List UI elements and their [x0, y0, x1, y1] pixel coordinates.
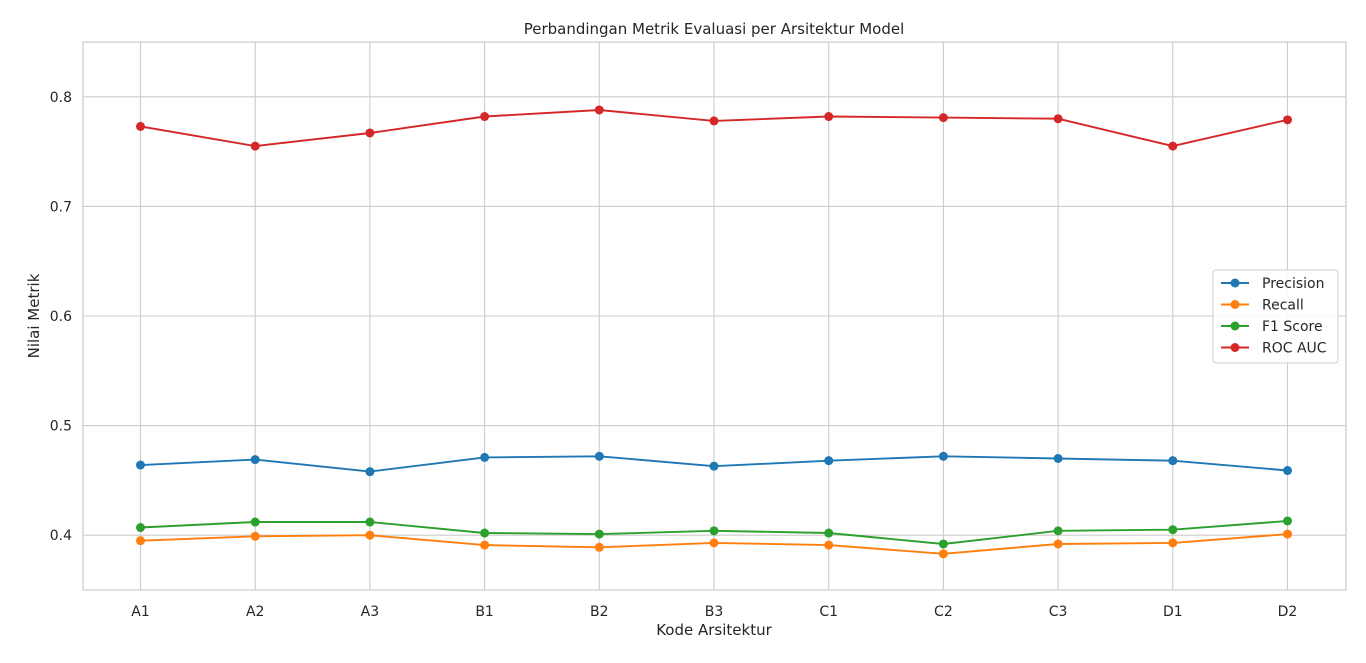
data-point-f1-score — [1283, 516, 1292, 526]
data-point-recall — [250, 531, 260, 541]
x-tick-label: B1 — [475, 604, 494, 620]
y-tick-labels: 0.4 0.5 0.6 0.7 0.8 — [50, 90, 72, 544]
data-point-roc-auc — [1168, 141, 1178, 151]
series-precision — [136, 451, 1292, 477]
data-point-f1-score — [824, 528, 834, 538]
data-point-f1-score — [709, 526, 719, 536]
legend-item-recall: Recall — [1221, 298, 1304, 314]
data-point-precision — [480, 452, 490, 462]
data-point-f1-score — [594, 529, 604, 539]
legend-marker — [1230, 343, 1240, 352]
data-point-precision — [824, 456, 834, 466]
legend-marker — [1230, 278, 1240, 288]
x-axis-title: Kode Arsitektur — [656, 621, 772, 639]
data-point-recall — [480, 540, 490, 550]
x-tick-label: D2 — [1278, 604, 1298, 620]
data-point-roc-auc — [824, 112, 834, 122]
legend-label: Recall — [1262, 298, 1304, 314]
data-point-roc-auc — [250, 141, 260, 151]
data-point-roc-auc — [136, 121, 145, 131]
y-tick-label: 0.5 — [50, 419, 72, 435]
x-tick-label: B3 — [705, 604, 724, 620]
legend-label: ROC AUC — [1262, 341, 1327, 357]
legend-item-f1-score: F1 Score — [1221, 319, 1323, 335]
data-point-roc-auc — [480, 112, 490, 122]
x-tick-label: A3 — [361, 604, 379, 620]
data-point-precision — [709, 461, 719, 471]
data-point-recall — [136, 536, 145, 546]
legend: Precision Recall F1 Score ROC AUC — [1212, 269, 1339, 364]
legend-label: F1 Score — [1262, 319, 1323, 335]
x-tick-label: A2 — [246, 604, 264, 620]
data-point-precision — [1283, 466, 1292, 476]
legend-label: Precision — [1262, 276, 1324, 292]
y-tick-label: 0.6 — [50, 309, 72, 325]
data-point-precision — [1053, 453, 1063, 463]
data-point-f1-score — [1053, 526, 1063, 536]
data-point-f1-score — [938, 539, 948, 549]
legend-marker — [1230, 321, 1240, 331]
series-recall — [136, 529, 1292, 559]
series-roc-auc — [136, 105, 1292, 151]
data-point-recall — [365, 530, 375, 540]
y-tick-label: 0.4 — [50, 528, 72, 544]
y-tick-label: 0.8 — [50, 90, 72, 106]
data-point-recall — [594, 542, 604, 552]
series-f1-score — [136, 516, 1292, 549]
data-point-roc-auc — [709, 116, 719, 126]
y-tick-label: 0.7 — [50, 199, 72, 215]
plot-frame — [82, 41, 1347, 591]
y-axis-title: Nilai Metrik — [25, 273, 43, 358]
data-point-roc-auc — [594, 105, 604, 115]
x-tick-label: C2 — [934, 604, 953, 620]
data-point-recall — [1283, 529, 1292, 539]
data-point-recall — [938, 549, 948, 559]
x-tick-label: A1 — [131, 604, 149, 620]
x-tick-labels: A1 A2 A3 B1 B2 B3 C1 C2 C3 D1 D2 — [131, 604, 1297, 620]
data-point-roc-auc — [365, 128, 375, 138]
data-point-recall — [1168, 538, 1178, 548]
data-point-f1-score — [250, 517, 260, 527]
series-layer — [136, 105, 1292, 559]
data-point-roc-auc — [1053, 114, 1063, 124]
data-point-precision — [365, 467, 375, 477]
data-point-precision — [594, 451, 604, 461]
data-point-recall — [709, 538, 719, 548]
data-point-precision — [938, 451, 948, 461]
chart-title: Perbandingan Metrik Evaluasi per Arsitek… — [524, 20, 905, 38]
data-point-recall — [1053, 539, 1063, 549]
data-point-precision — [136, 460, 145, 470]
x-tick-label: B2 — [590, 604, 609, 620]
data-point-f1-score — [1168, 525, 1178, 535]
data-point-recall — [824, 540, 834, 550]
x-tick-label: D1 — [1163, 604, 1183, 620]
legend-marker — [1230, 300, 1240, 309]
data-point-precision — [1168, 456, 1178, 466]
data-point-f1-score — [136, 523, 145, 533]
x-tick-label: C3 — [1049, 604, 1068, 620]
data-point-f1-score — [365, 517, 375, 527]
legend-box — [1212, 269, 1339, 364]
legend-item-precision: Precision — [1221, 276, 1324, 292]
data-point-f1-score — [480, 528, 490, 538]
x-tick-label: C1 — [819, 604, 838, 620]
data-point-roc-auc — [1283, 115, 1292, 125]
data-point-roc-auc — [938, 113, 948, 123]
legend-item-roc-auc: ROC AUC — [1221, 341, 1327, 357]
data-point-precision — [250, 455, 260, 465]
